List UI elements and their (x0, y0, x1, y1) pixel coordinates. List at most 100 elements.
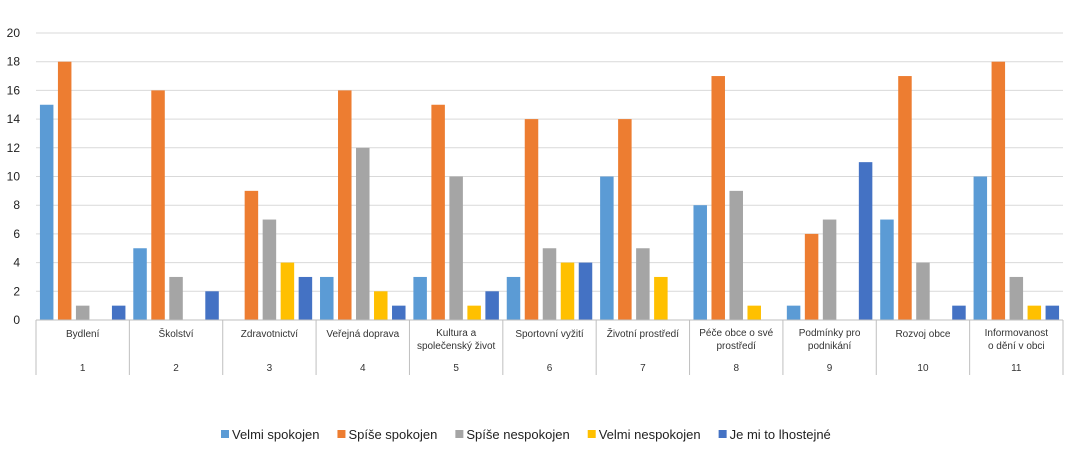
bar (600, 176, 614, 320)
bar (320, 276, 334, 320)
bar (636, 248, 650, 320)
gridlines (36, 32, 1063, 292)
category-number: 8 (733, 363, 739, 374)
y-tick-label: 6 (13, 227, 20, 241)
bar (654, 276, 668, 320)
y-tick-label: 18 (7, 55, 21, 69)
bar (880, 219, 894, 320)
y-tick-label: 0 (13, 313, 20, 327)
bar (39, 104, 54, 320)
bar (804, 233, 819, 320)
bar (151, 90, 165, 321)
bar (524, 119, 539, 320)
category-label: Podmínky pro (799, 328, 861, 339)
legend-label: Velmi spokojen (232, 427, 319, 442)
y-tick-label: 20 (7, 26, 21, 40)
category-label: podnikání (808, 341, 852, 352)
y-tick-label: 2 (13, 284, 20, 298)
bar (506, 276, 521, 320)
legend: Velmi spokojen Spíše spokojen Spíše nespok… (221, 427, 831, 442)
legend-label: Spíše spokojen (348, 427, 437, 442)
bar (618, 119, 632, 320)
y-tick-label: 8 (13, 198, 20, 212)
category-label: Zdravotnictví (241, 329, 298, 340)
category-label: Péče obce o své (699, 328, 773, 339)
category-number: 2 (173, 363, 179, 374)
bar (449, 176, 463, 320)
bar (991, 61, 1006, 320)
x-axis: Bydlení 1 Školství 2 Zdravotnictví 3 Veřejná d… (35, 319, 1064, 375)
category-label: o dění v obci (988, 341, 1045, 352)
bar (431, 104, 445, 320)
bar (952, 305, 966, 320)
bar (693, 205, 707, 320)
bar (916, 262, 930, 320)
y-tick-label: 12 (7, 141, 21, 155)
bar (280, 262, 295, 320)
category-label: Rozvoj obce (895, 329, 950, 340)
legend-swatch (455, 430, 464, 438)
bar (133, 248, 147, 320)
category-number: 7 (640, 363, 646, 374)
bar (542, 248, 557, 320)
bar (1045, 305, 1060, 320)
category-number: 9 (827, 363, 833, 374)
bars (39, 61, 1060, 321)
y-axis: 0 2 4 6 8 10 12 14 16 18 20 (7, 26, 21, 327)
bar (973, 176, 988, 320)
legend-swatch (718, 430, 727, 438)
y-tick-label: 14 (7, 112, 21, 126)
y-tick-label: 10 (7, 170, 21, 184)
bar (898, 76, 912, 320)
bar (467, 305, 481, 320)
y-tick-label: 16 (7, 83, 21, 97)
bar (262, 219, 277, 320)
bar (578, 262, 593, 320)
bar (711, 76, 725, 320)
legend-label: Velmi nespokojen (599, 427, 701, 442)
bar (822, 219, 837, 320)
category-label: společenský život (417, 341, 496, 352)
category-number: 6 (547, 363, 553, 374)
bar (413, 276, 427, 320)
category-number: 4 (360, 363, 366, 374)
bar (1027, 305, 1042, 320)
legend-label: Spíše nespokojen (466, 427, 569, 442)
bar (244, 190, 259, 320)
legend-label: Je mi to lhostejné (730, 427, 831, 442)
bar (111, 305, 126, 320)
legend-swatch (587, 430, 596, 438)
bar (392, 305, 406, 320)
category-label: Životní prostředí (607, 327, 679, 340)
bar (374, 291, 388, 320)
category-label: Informovanost (985, 328, 1049, 339)
bar (485, 291, 499, 320)
category-number: 10 (917, 363, 929, 374)
bar (57, 61, 72, 320)
legend-swatch (337, 430, 346, 438)
y-tick-label: 4 (13, 256, 20, 270)
bar (75, 305, 90, 320)
bar (729, 190, 743, 320)
category-label: prostředí (716, 341, 756, 352)
category-label: Kultura a (436, 328, 476, 339)
bar (786, 305, 801, 320)
category-label: Veřejná doprava (326, 329, 399, 340)
bar (747, 305, 761, 320)
category-number: 11 (1011, 363, 1022, 374)
category-label: Bydlení (66, 329, 100, 340)
bar (1009, 276, 1024, 320)
bar (205, 291, 219, 320)
bar (858, 162, 873, 320)
bar (338, 90, 352, 321)
category-number: 5 (453, 363, 459, 374)
bar (560, 262, 575, 320)
bar (298, 276, 313, 320)
legend-swatch (221, 430, 229, 438)
bar (356, 147, 370, 320)
category-label: Školství (159, 327, 194, 340)
category-label: Sportovní vyžití (515, 329, 584, 340)
bar (169, 276, 183, 320)
category-number: 1 (80, 363, 86, 374)
